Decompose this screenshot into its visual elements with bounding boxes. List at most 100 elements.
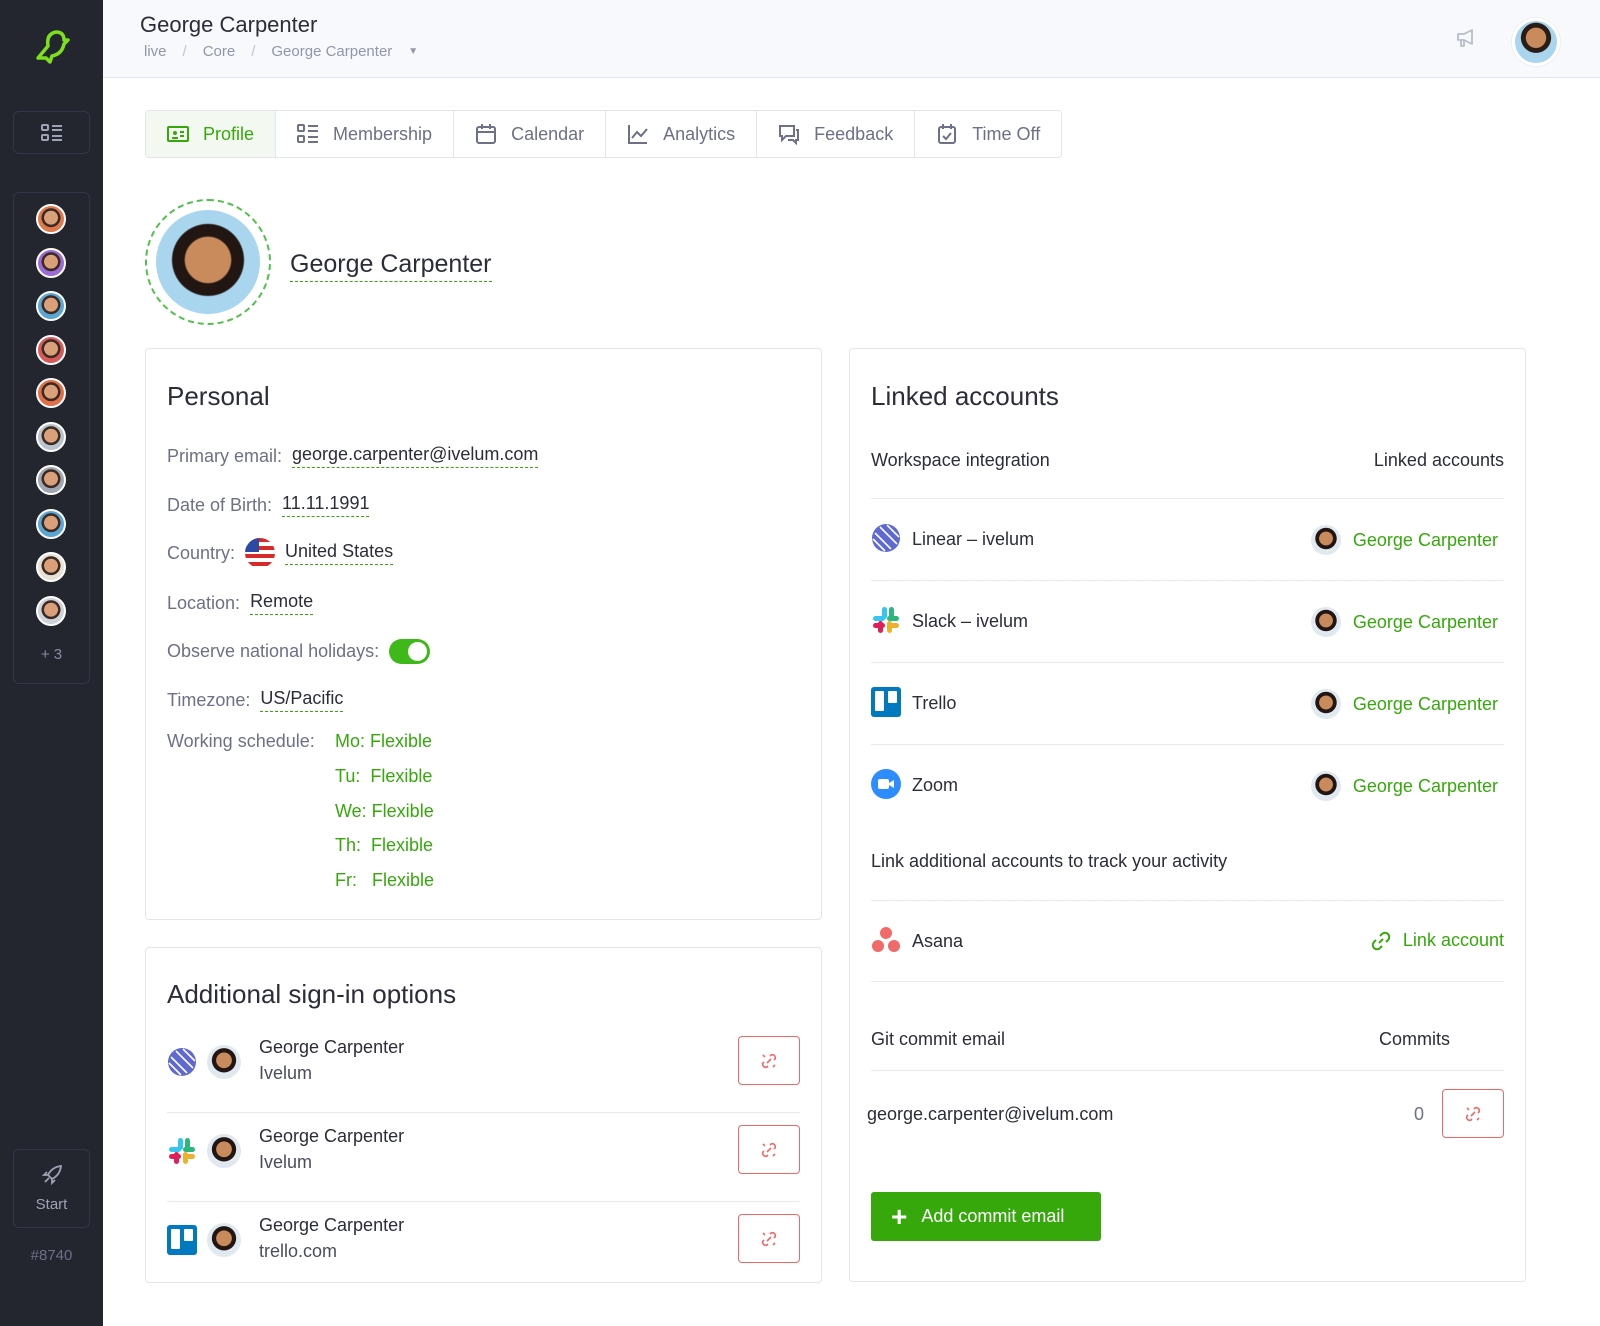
- profile-avatar[interactable]: [145, 199, 271, 325]
- zoom-icon: [871, 769, 901, 799]
- avatar: [207, 1134, 241, 1168]
- integration-name: Linear – ivelum: [912, 529, 1035, 549]
- tab-membership[interactable]: Membership: [276, 111, 455, 157]
- signin-name: George Carpenter: [259, 1126, 405, 1146]
- unlink-icon: [761, 1231, 777, 1246]
- signin-row: George Carpenter trello.com: [167, 1203, 800, 1291]
- user-avatar[interactable]: [1512, 18, 1560, 66]
- link-icon: [1371, 931, 1391, 950]
- megaphone-icon[interactable]: [1455, 28, 1477, 50]
- add-commit-email-label: Add commit email: [921, 1206, 1065, 1226]
- linked-account-name: George Carpenter: [1352, 693, 1498, 714]
- breadcrumb-live[interactable]: live: [144, 43, 167, 60]
- avatar: [1310, 525, 1341, 555]
- col-integration: Workspace integration: [871, 450, 1050, 470]
- dob-field[interactable]: 11.11.1991: [282, 493, 370, 517]
- breadcrumb-core[interactable]: Core: [202, 43, 236, 60]
- trello-icon: [167, 1225, 197, 1255]
- link-additional-text: Link additional accounts to track your a…: [871, 851, 1228, 871]
- tab-label: Calendar: [511, 123, 585, 144]
- email-field[interactable]: george.carpenter@ivelum.com: [292, 444, 539, 468]
- schedule-mo[interactable]: Mo: Flexible: [335, 731, 433, 751]
- team-member-avatar[interactable]: [36, 291, 66, 321]
- location-field[interactable]: Remote: [250, 591, 314, 615]
- bird-logo-icon[interactable]: [32, 24, 72, 66]
- schedule-we[interactable]: We: Flexible: [335, 801, 434, 821]
- team-member-avatar[interactable]: [36, 334, 66, 365]
- team-member-avatar[interactable]: [36, 378, 66, 408]
- linked-account-name: George Carpenter: [1352, 775, 1498, 796]
- linked-account-name: George Carpenter: [1352, 529, 1498, 550]
- menu-toggle-button[interactable]: [13, 111, 90, 154]
- integration-name: Slack – ivelum: [912, 611, 1029, 631]
- integration-name: Trello: [912, 693, 957, 713]
- linked-account[interactable]: George Carpenter: [1310, 689, 1498, 719]
- team-member-avatar[interactable]: [36, 465, 66, 495]
- tab-calendar[interactable]: Calendar: [454, 111, 607, 157]
- schedule-fr[interactable]: Fr: Flexible: [335, 870, 435, 890]
- slack-icon: [871, 605, 901, 635]
- asana-row: Asana Link account: [871, 900, 1504, 982]
- linked-account[interactable]: George Carpenter: [1310, 607, 1498, 637]
- tab-time-off[interactable]: Time Off: [915, 111, 1061, 157]
- personal-card: Personal Primary email: george.carpenter@…: [145, 348, 822, 920]
- avatar: [207, 1045, 241, 1079]
- team-member-avatar[interactable]: [36, 247, 66, 278]
- col-git-email: Git commit email: [871, 1029, 1006, 1049]
- tab-analytics[interactable]: Analytics: [606, 111, 758, 157]
- team-member-avatar[interactable]: [36, 421, 66, 452]
- team-member-avatar[interactable]: [36, 204, 66, 234]
- signin-name: George Carpenter: [259, 1037, 405, 1057]
- us-flag-icon: [245, 538, 276, 568]
- slack-icon: [167, 1136, 197, 1166]
- start-button[interactable]: Start: [13, 1149, 90, 1228]
- unlink-button[interactable]: [738, 1036, 800, 1085]
- unlink-git-button[interactable]: [1442, 1089, 1504, 1138]
- team-member-avatar[interactable]: [36, 595, 66, 626]
- tab-label: Membership: [333, 123, 433, 144]
- tab-feedback[interactable]: Feedback: [757, 111, 916, 157]
- linked-account[interactable]: George Carpenter: [1310, 771, 1498, 801]
- chat-icon: [779, 125, 800, 145]
- holidays-toggle[interactable]: [389, 639, 431, 664]
- build-number: #8740: [30, 1247, 73, 1264]
- sidebar: + 3 Start #8740: [0, 0, 103, 1326]
- country-field[interactable]: United States: [285, 541, 394, 565]
- chevron-down-icon[interactable]: ▼: [408, 46, 419, 57]
- calendar-icon: [476, 124, 497, 144]
- integration-row: Linear – ivelum George Carpenter: [871, 498, 1504, 580]
- more-members[interactable]: + 3: [40, 646, 63, 663]
- unlink-button[interactable]: [738, 1125, 800, 1174]
- personal-title: Personal: [167, 381, 270, 411]
- team-member-avatar[interactable]: [36, 508, 66, 539]
- breadcrumb-current[interactable]: George Carpenter: [271, 43, 393, 60]
- tab-label: Feedback: [814, 123, 894, 144]
- avatar: [1310, 771, 1341, 801]
- team-list: [13, 192, 90, 684]
- schedule-th[interactable]: Th: Flexible: [335, 835, 434, 855]
- tab-profile[interactable]: Profile: [146, 111, 277, 157]
- header: George Carpenter live / Core / George Carp…: [103, 0, 1600, 78]
- page-title: George Carpenter: [140, 12, 318, 37]
- linear-icon: [167, 1047, 197, 1077]
- team-member-avatar[interactable]: [36, 552, 66, 582]
- link-account-button[interactable]: Link account: [1371, 930, 1504, 951]
- integration-name: Zoom: [912, 775, 959, 795]
- unlink-button[interactable]: [738, 1214, 800, 1263]
- timezone-field[interactable]: US/Pacific: [260, 688, 344, 712]
- asana-name: Asana: [912, 931, 964, 951]
- tab-label: Time Off: [972, 123, 1041, 144]
- profile-name[interactable]: George Carpenter: [290, 250, 492, 282]
- unlink-icon: [1465, 1106, 1481, 1121]
- schedule-tu[interactable]: Tu: Flexible: [335, 766, 433, 786]
- linked-account[interactable]: George Carpenter: [1310, 525, 1498, 555]
- email-label: Primary email:: [167, 445, 283, 466]
- signin-name: George Carpenter: [259, 1215, 405, 1235]
- avatar: [1310, 607, 1341, 637]
- linear-icon: [871, 523, 901, 553]
- profile-tabs: Profile Membership Calendar Analytics Fe…: [145, 110, 1063, 158]
- rocket-icon: [41, 1164, 63, 1186]
- add-commit-email-button[interactable]: + Add commit email: [871, 1192, 1101, 1241]
- col-commits: Commits: [1379, 1029, 1450, 1049]
- integration-row: Slack – ivelum George Carpenter: [871, 580, 1504, 662]
